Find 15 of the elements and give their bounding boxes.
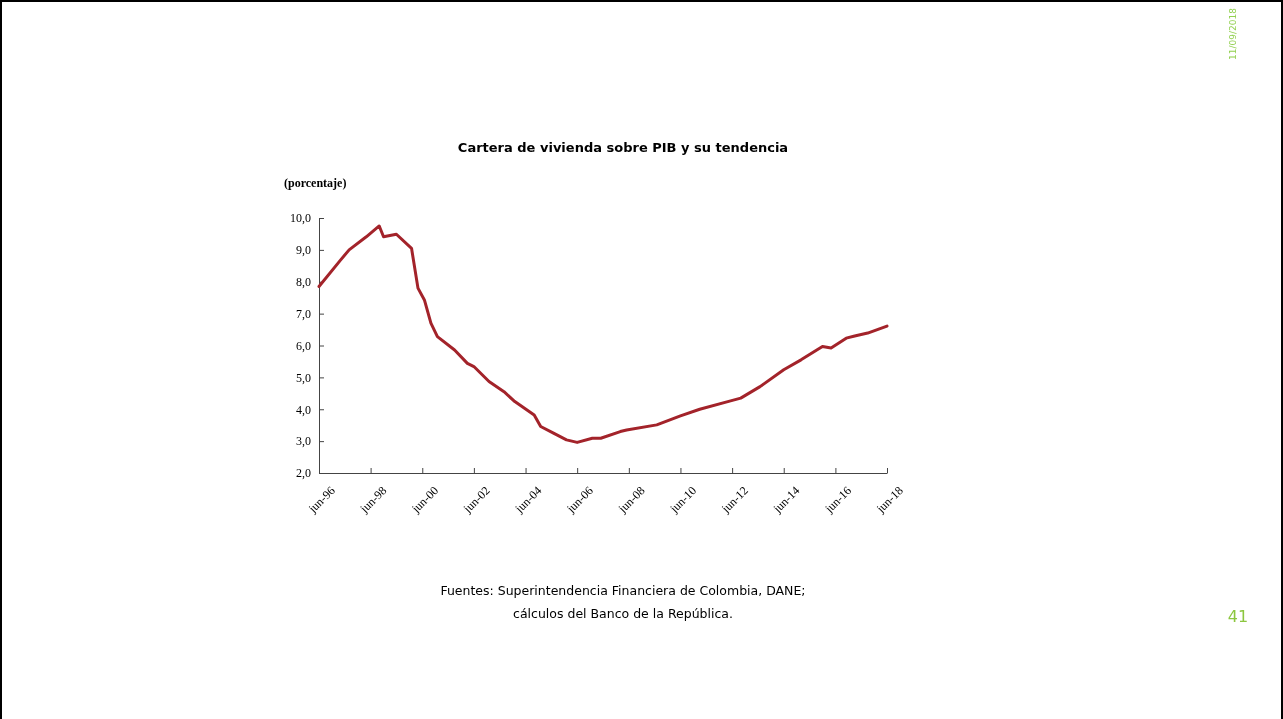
- y-tick-label: 4,0: [296, 402, 311, 417]
- chart-title: Cartera de vivienda sobre PIB y su tendencia: [457, 140, 789, 155]
- text: 11/09/2018: [1228, 7, 1238, 60]
- y-tick-label: 5,0: [296, 370, 311, 385]
- y-tick-label: 9,0: [296, 243, 311, 258]
- y-tick-label: 8,0: [296, 275, 311, 290]
- text: 41: [1227, 607, 1249, 626]
- source-note: Fuentes: Superintendencia Financiera de Colombia, DANE; cálculos del Banco de la República.: [440, 583, 806, 621]
- y-tick-label: 2,0: [296, 466, 311, 481]
- y-tick-label: 6,0: [296, 338, 311, 353]
- y-axis-title: (porcentaje): [284, 176, 347, 190]
- y-tick-label: 10,0: [290, 211, 311, 226]
- y-tick-label: 3,0: [296, 434, 311, 449]
- y-tick-label: 7,0: [296, 306, 311, 321]
- line-series: [317, 224, 889, 444]
